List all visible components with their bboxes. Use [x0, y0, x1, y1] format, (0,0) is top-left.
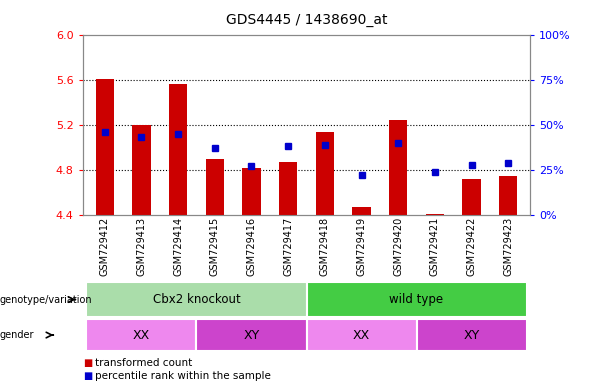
Bar [462, 179, 481, 215]
Text: GSM729418: GSM729418 [320, 217, 330, 276]
Text: GDS4445 / 1438690_at: GDS4445 / 1438690_at [226, 13, 387, 27]
Text: percentile rank within the sample: percentile rank within the sample [95, 371, 271, 381]
Text: GSM729420: GSM729420 [393, 217, 403, 276]
Bar [169, 84, 188, 215]
Text: ■: ■ [83, 358, 92, 368]
Text: XY: XY [243, 329, 260, 341]
Text: GSM729415: GSM729415 [210, 217, 220, 276]
Bar [425, 214, 444, 215]
Bar [499, 175, 517, 215]
Text: transformed count: transformed count [95, 358, 192, 368]
Bar [352, 207, 371, 215]
Text: GSM729423: GSM729423 [503, 217, 513, 276]
Text: XY: XY [463, 329, 480, 341]
Bar [279, 162, 297, 215]
Bar [389, 120, 408, 215]
Text: XX: XX [353, 329, 370, 341]
Bar [316, 132, 334, 215]
Text: ■: ■ [83, 371, 92, 381]
Text: GSM729417: GSM729417 [283, 217, 293, 276]
Bar [96, 79, 114, 215]
Text: gender: gender [0, 330, 34, 340]
Text: GSM729414: GSM729414 [173, 217, 183, 276]
Text: XX: XX [133, 329, 150, 341]
Text: GSM729413: GSM729413 [137, 217, 147, 276]
Text: GSM729422: GSM729422 [466, 217, 476, 276]
Text: GSM729416: GSM729416 [246, 217, 256, 276]
Bar [242, 168, 261, 215]
Text: GSM729419: GSM729419 [357, 217, 367, 276]
Bar [132, 125, 151, 215]
Text: genotype/variation: genotype/variation [0, 295, 93, 305]
Text: Cbx2 knockout: Cbx2 knockout [153, 293, 240, 306]
Text: wild type: wild type [389, 293, 444, 306]
Bar [205, 159, 224, 215]
Text: GSM729412: GSM729412 [100, 217, 110, 276]
Text: GSM729421: GSM729421 [430, 217, 440, 276]
